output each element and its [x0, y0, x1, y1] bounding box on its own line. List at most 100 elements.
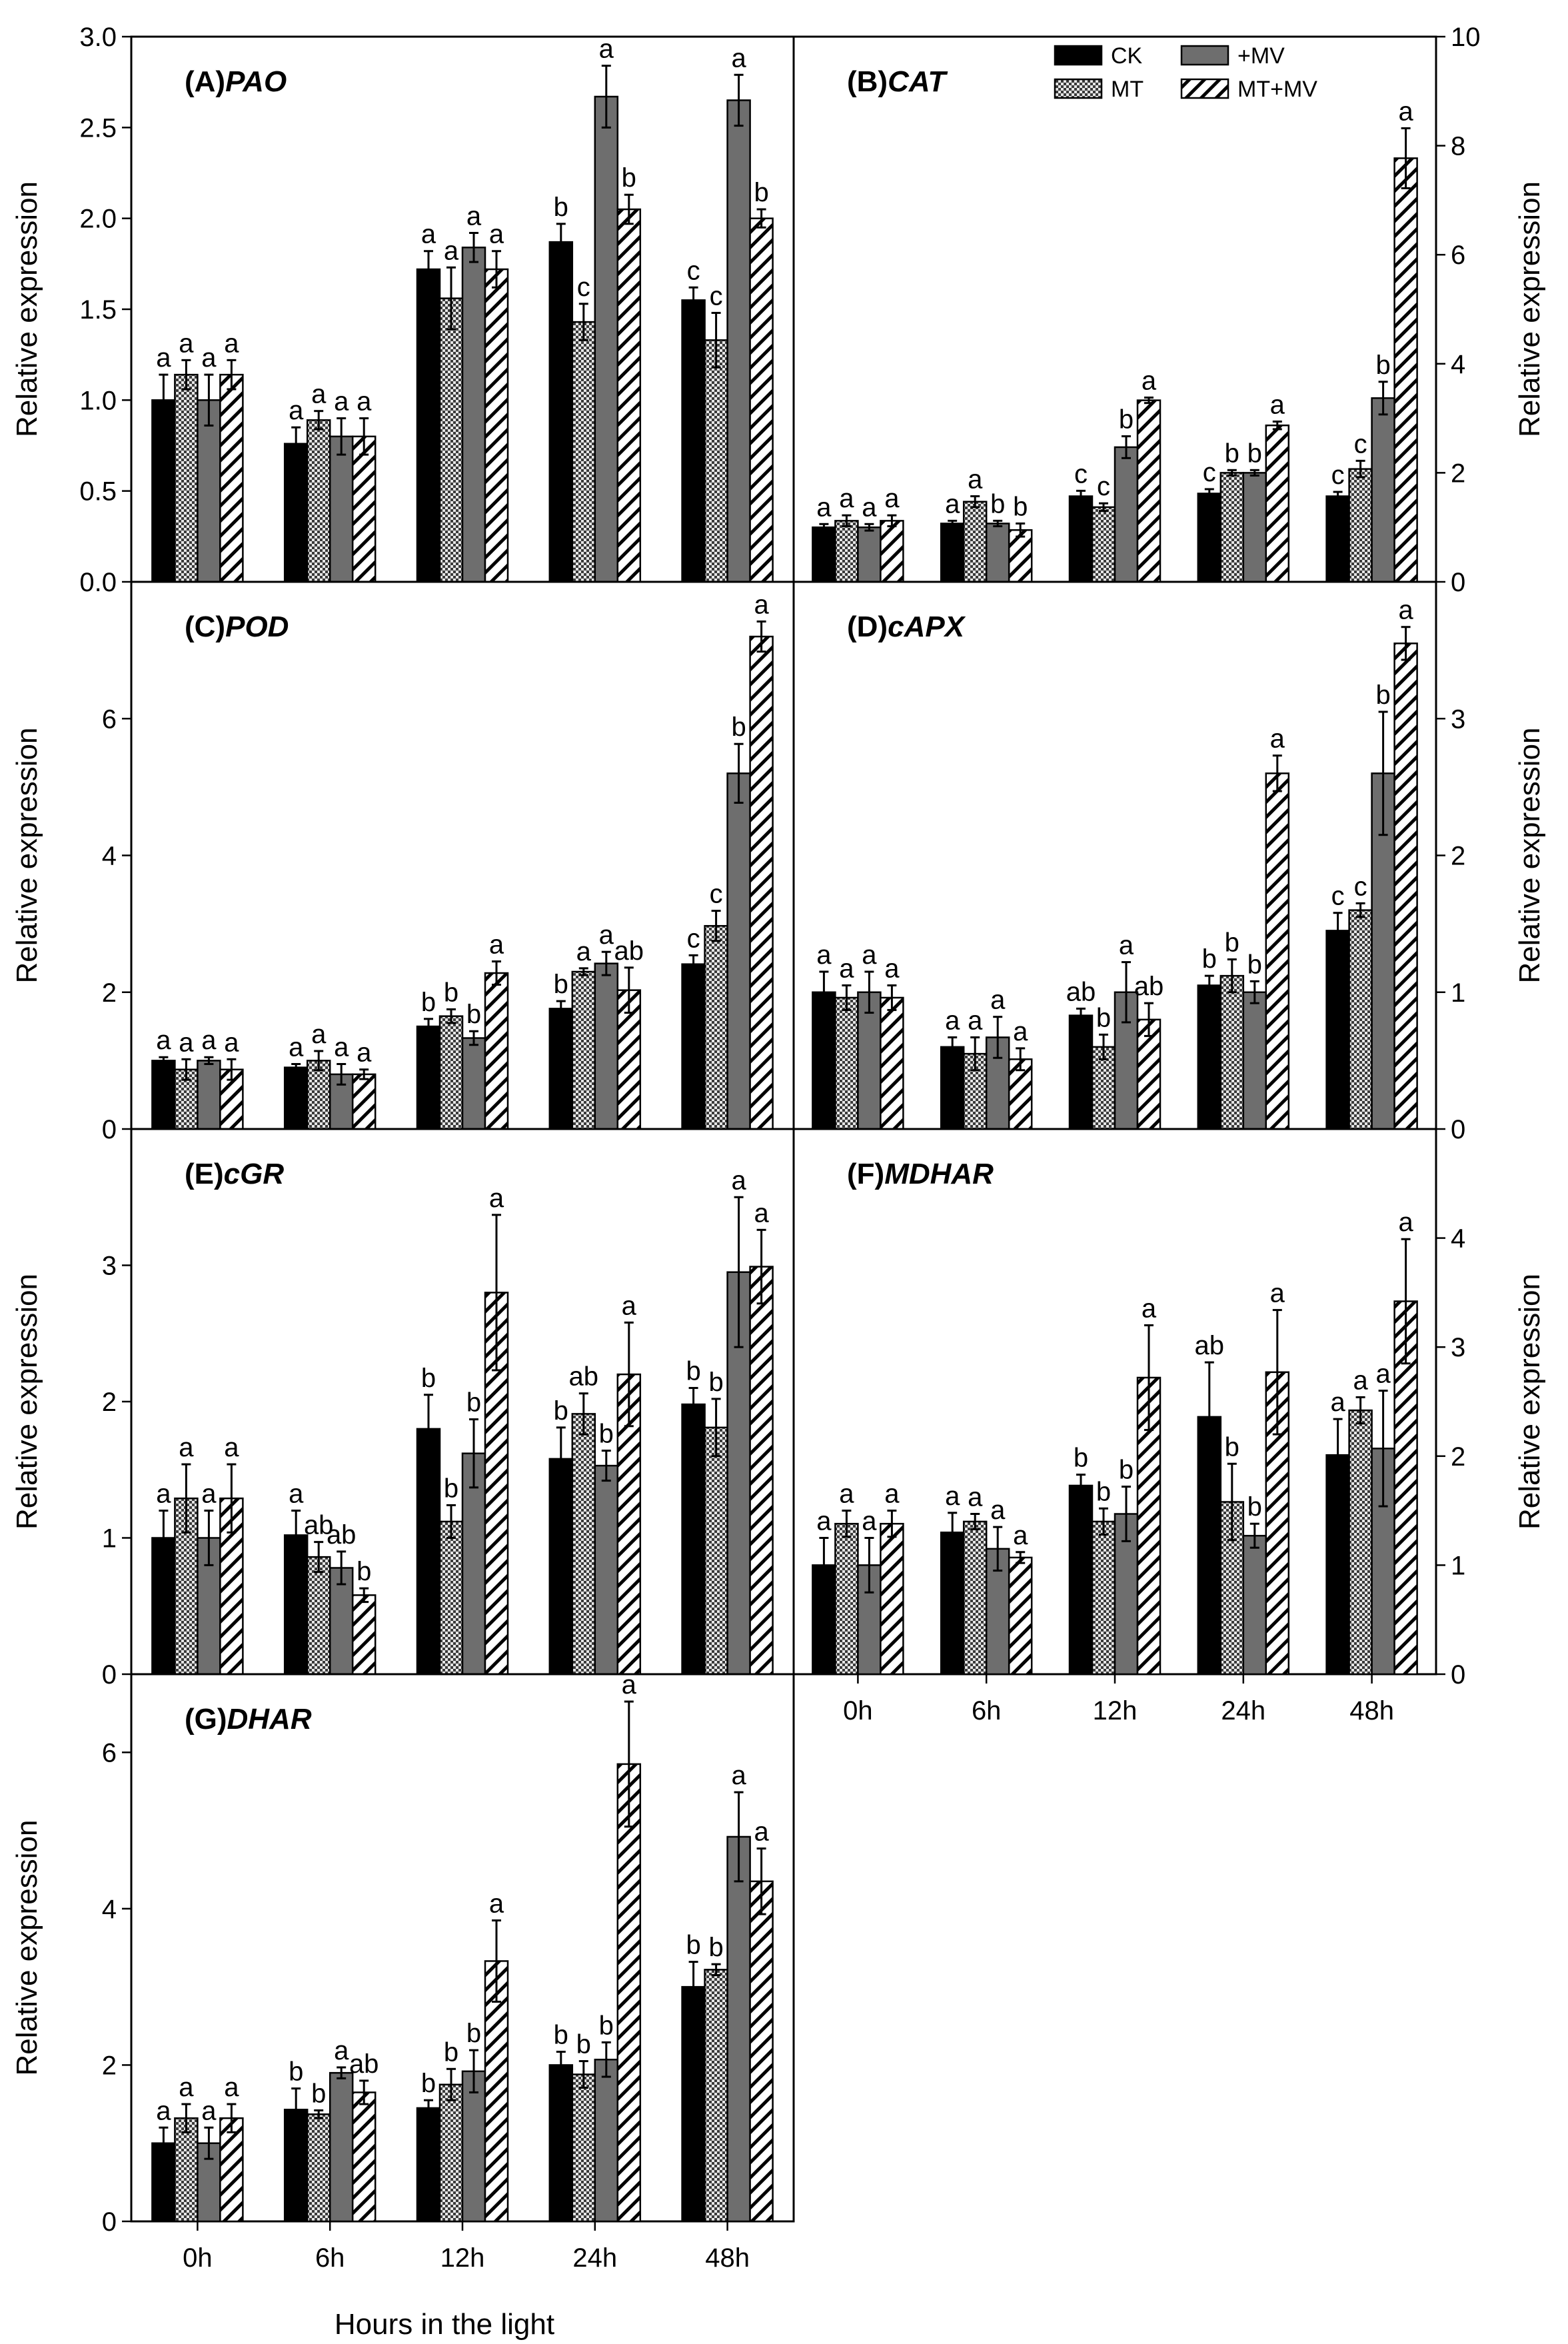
significance-letter: a — [334, 2036, 349, 2065]
error-bar — [1333, 912, 1343, 950]
significance-letter: a — [489, 1184, 504, 1213]
significance-letter: b — [466, 1000, 481, 1029]
y-tick-label: 0 — [102, 2207, 117, 2237]
y-axis-label: Relative expression — [11, 1274, 43, 1530]
significance-letter: b — [1013, 492, 1028, 521]
error-bar — [601, 65, 611, 129]
bar-mv — [197, 1060, 221, 1130]
significance-letter: a — [862, 1507, 877, 1536]
x-tick-label: 24h — [572, 2243, 617, 2273]
significance-letter: a — [1013, 1017, 1028, 1046]
bar-mv — [594, 962, 619, 1130]
y-axis-label: Relative expression — [1513, 728, 1546, 984]
significance-letter: a — [945, 1482, 960, 1511]
y-tick-label: 0.5 — [79, 477, 117, 507]
error-bar — [337, 2066, 347, 2079]
error-bar — [227, 1463, 237, 1534]
significance-letter: b — [444, 2037, 458, 2067]
error-bar — [993, 519, 1003, 528]
error-bar — [970, 1513, 980, 1530]
significance-letter: a — [945, 1006, 960, 1035]
error-bar — [1249, 469, 1259, 477]
y-tick-label: 2 — [1451, 459, 1465, 488]
bar-mt — [834, 520, 859, 583]
panel-title: (C)POD — [185, 610, 289, 643]
error-bar — [887, 984, 897, 1011]
bar-mt-mv — [749, 1266, 774, 1676]
significance-letter: b — [1225, 928, 1239, 957]
error-bar — [359, 1587, 369, 1604]
error-bar — [842, 1510, 852, 1538]
bar-mt-mv — [1136, 399, 1162, 583]
significance-letter: a — [156, 1026, 171, 1055]
bar-mv — [726, 772, 751, 1130]
gene-name: DHAR — [227, 1703, 312, 1736]
legend-label-mv: +MV — [1237, 43, 1285, 69]
significance-letter: b — [686, 1931, 700, 1960]
significance-letter: a — [968, 465, 983, 495]
bar-ck — [812, 526, 836, 583]
y-tick-label: 2.0 — [79, 205, 117, 234]
error-bar — [1227, 958, 1237, 994]
error-bar — [1099, 502, 1108, 513]
significance-letter: c — [710, 880, 723, 909]
error-bar — [1333, 1418, 1343, 1492]
significance-letter: ab — [327, 1520, 357, 1550]
bar-mv — [461, 1037, 486, 1130]
bar-mt-mv — [351, 435, 377, 583]
bar-ck — [151, 1060, 176, 1130]
significance-letter: b — [554, 2020, 568, 2049]
error-bar — [756, 1847, 766, 1915]
bar-mt-mv — [484, 972, 509, 1130]
bar-ck — [548, 2064, 574, 2223]
error-bar — [842, 514, 852, 528]
panel-title: (G)DHAR — [185, 1703, 312, 1736]
error-bar — [970, 1036, 980, 1072]
panel-id: (D) — [847, 610, 888, 643]
error-bar — [1355, 1396, 1365, 1425]
significance-letter: a — [489, 930, 504, 960]
bar-mv — [726, 1835, 751, 2223]
error-bar — [1122, 1486, 1131, 1542]
significance-letter: b — [1247, 1492, 1262, 1522]
bar-mt — [306, 1556, 331, 1676]
bar-mv — [594, 2058, 619, 2223]
bar-mv — [329, 2071, 354, 2223]
panel-title: (E)cGR — [185, 1158, 284, 1190]
bar-ck — [548, 241, 574, 583]
bar-mt — [1091, 1520, 1116, 1676]
significance-letter: a — [599, 920, 614, 950]
significance-letter: a — [1142, 367, 1157, 396]
bar-mt-mv — [219, 373, 244, 583]
error-bar — [227, 2103, 237, 2133]
bar-mt-mv — [351, 2091, 377, 2223]
significance-letter: a — [839, 1480, 854, 1509]
bar-mt — [571, 2073, 596, 2223]
error-bar — [1227, 469, 1237, 477]
gene-name: PAO — [225, 65, 287, 98]
significance-letter: c — [1074, 459, 1088, 489]
error-bar — [1122, 961, 1131, 1024]
significance-letter: b — [1247, 950, 1262, 979]
error-bar — [159, 2126, 169, 2160]
error-bar — [446, 266, 456, 331]
bar-mt-mv — [1008, 529, 1033, 583]
bar-mt — [834, 1522, 859, 1676]
x-tick-label: 0h — [183, 2243, 213, 2273]
error-bar — [314, 2109, 324, 2119]
error-bar — [601, 2041, 611, 2078]
bar-mt-mv — [1265, 772, 1290, 1130]
significance-letter: a — [816, 940, 832, 970]
y-axis-label: Relative expression — [1513, 1274, 1546, 1530]
significance-letter: b — [1375, 351, 1390, 380]
error-bar — [819, 523, 829, 532]
error-bar — [314, 1541, 324, 1574]
significance-letter: a — [357, 1038, 372, 1068]
error-bar — [1076, 1474, 1086, 1498]
y-tick-label: 1 — [1451, 978, 1465, 1008]
x-axis-title: Hours in the light — [335, 2308, 554, 2341]
significance-letter: a — [179, 329, 194, 358]
error-bar — [227, 359, 237, 391]
error-bar — [864, 523, 874, 532]
